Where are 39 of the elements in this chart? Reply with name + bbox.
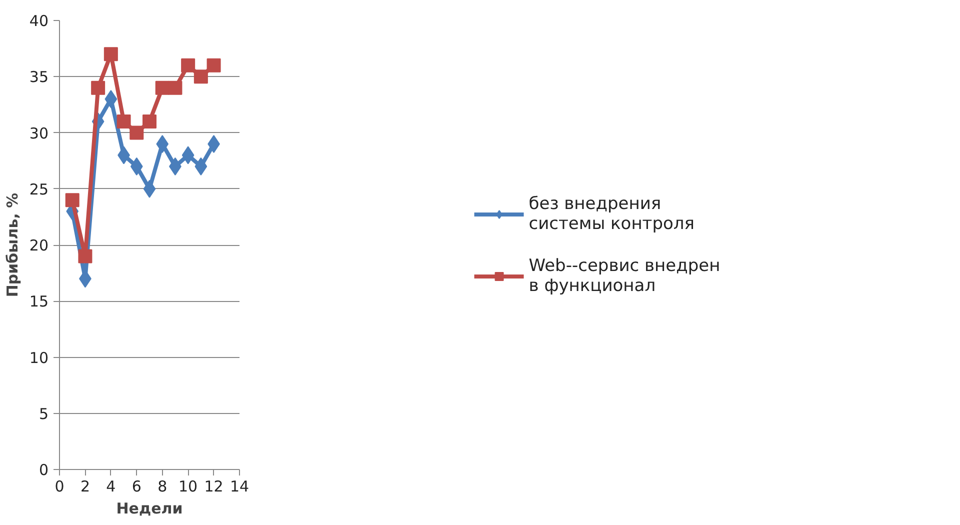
point — [182, 146, 194, 164]
point — [78, 249, 92, 264]
y-tick-label: 35 — [29, 68, 49, 86]
y-tick-label: 40 — [29, 12, 49, 30]
x-tick-label: 8 — [158, 478, 168, 496]
x-tick-label: 4 — [106, 478, 116, 496]
x-tick-label: 12 — [204, 478, 224, 496]
point — [143, 180, 156, 198]
point — [156, 134, 169, 153]
point — [194, 70, 208, 84]
y-tick-label: 20 — [29, 236, 49, 254]
x-tick-label: 6 — [132, 478, 142, 496]
y-tick-label: 10 — [29, 348, 49, 367]
point — [168, 80, 182, 95]
point — [104, 90, 118, 108]
y-tick-label: 25 — [29, 180, 49, 198]
point — [130, 126, 144, 140]
point — [130, 157, 143, 176]
y-tick-label: 5 — [38, 404, 49, 423]
y-axis-title: Прибыль, % — [3, 192, 22, 298]
point — [116, 114, 131, 129]
x-tick-label: 10 — [178, 478, 198, 496]
y-tick-label: 0 — [38, 461, 49, 479]
legend-label: без внедрения системы контроля — [528, 194, 694, 234]
x-axis-title: Недели — [116, 500, 183, 518]
point — [91, 80, 106, 95]
y-tick-label: 15 — [29, 292, 49, 311]
x-tick-label: 2 — [80, 478, 90, 496]
point — [181, 58, 196, 72]
legend-label: Web--сервис внедрен в функционал — [528, 256, 720, 296]
y-tick-label: 30 — [29, 124, 49, 142]
x-tick-label: 14 — [230, 478, 250, 496]
point — [206, 58, 221, 72]
point — [194, 157, 208, 176]
point — [65, 193, 80, 208]
x-tick-label: 0 — [54, 478, 64, 496]
point — [142, 114, 156, 129]
point — [104, 47, 118, 62]
point — [155, 80, 170, 95]
